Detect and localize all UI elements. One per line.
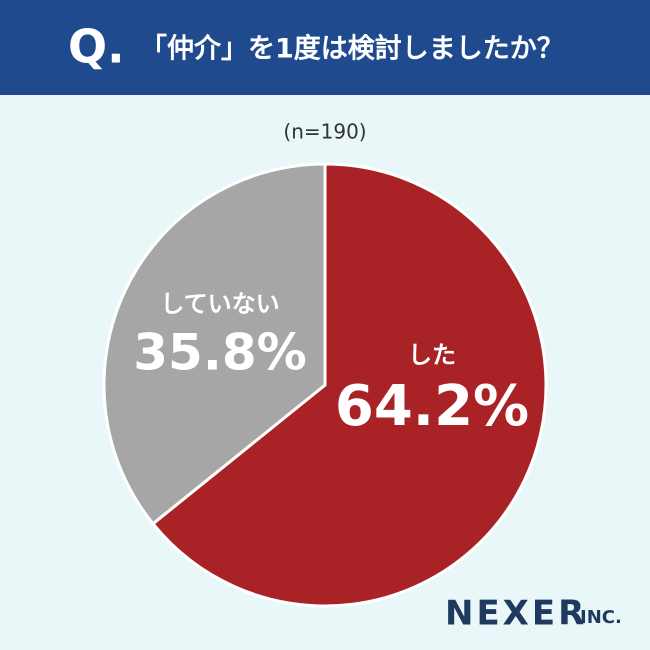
pie [102,162,548,608]
slice-label: していない [160,290,279,318]
value-label: 64.2% [335,374,529,439]
chart-title: 「仲介」を1度は検討しましたか？ [140,33,564,65]
pie-slice [150,162,548,608]
slice-label: した [408,341,456,369]
logo: NEXER [445,594,587,634]
pie-slice [102,162,327,526]
subtitle: (n=190) [283,120,366,144]
header [0,0,650,95]
value-label: 35.8% [133,324,306,382]
logo-suffix: INC. [580,607,622,628]
question-mark: Q. [68,20,125,74]
